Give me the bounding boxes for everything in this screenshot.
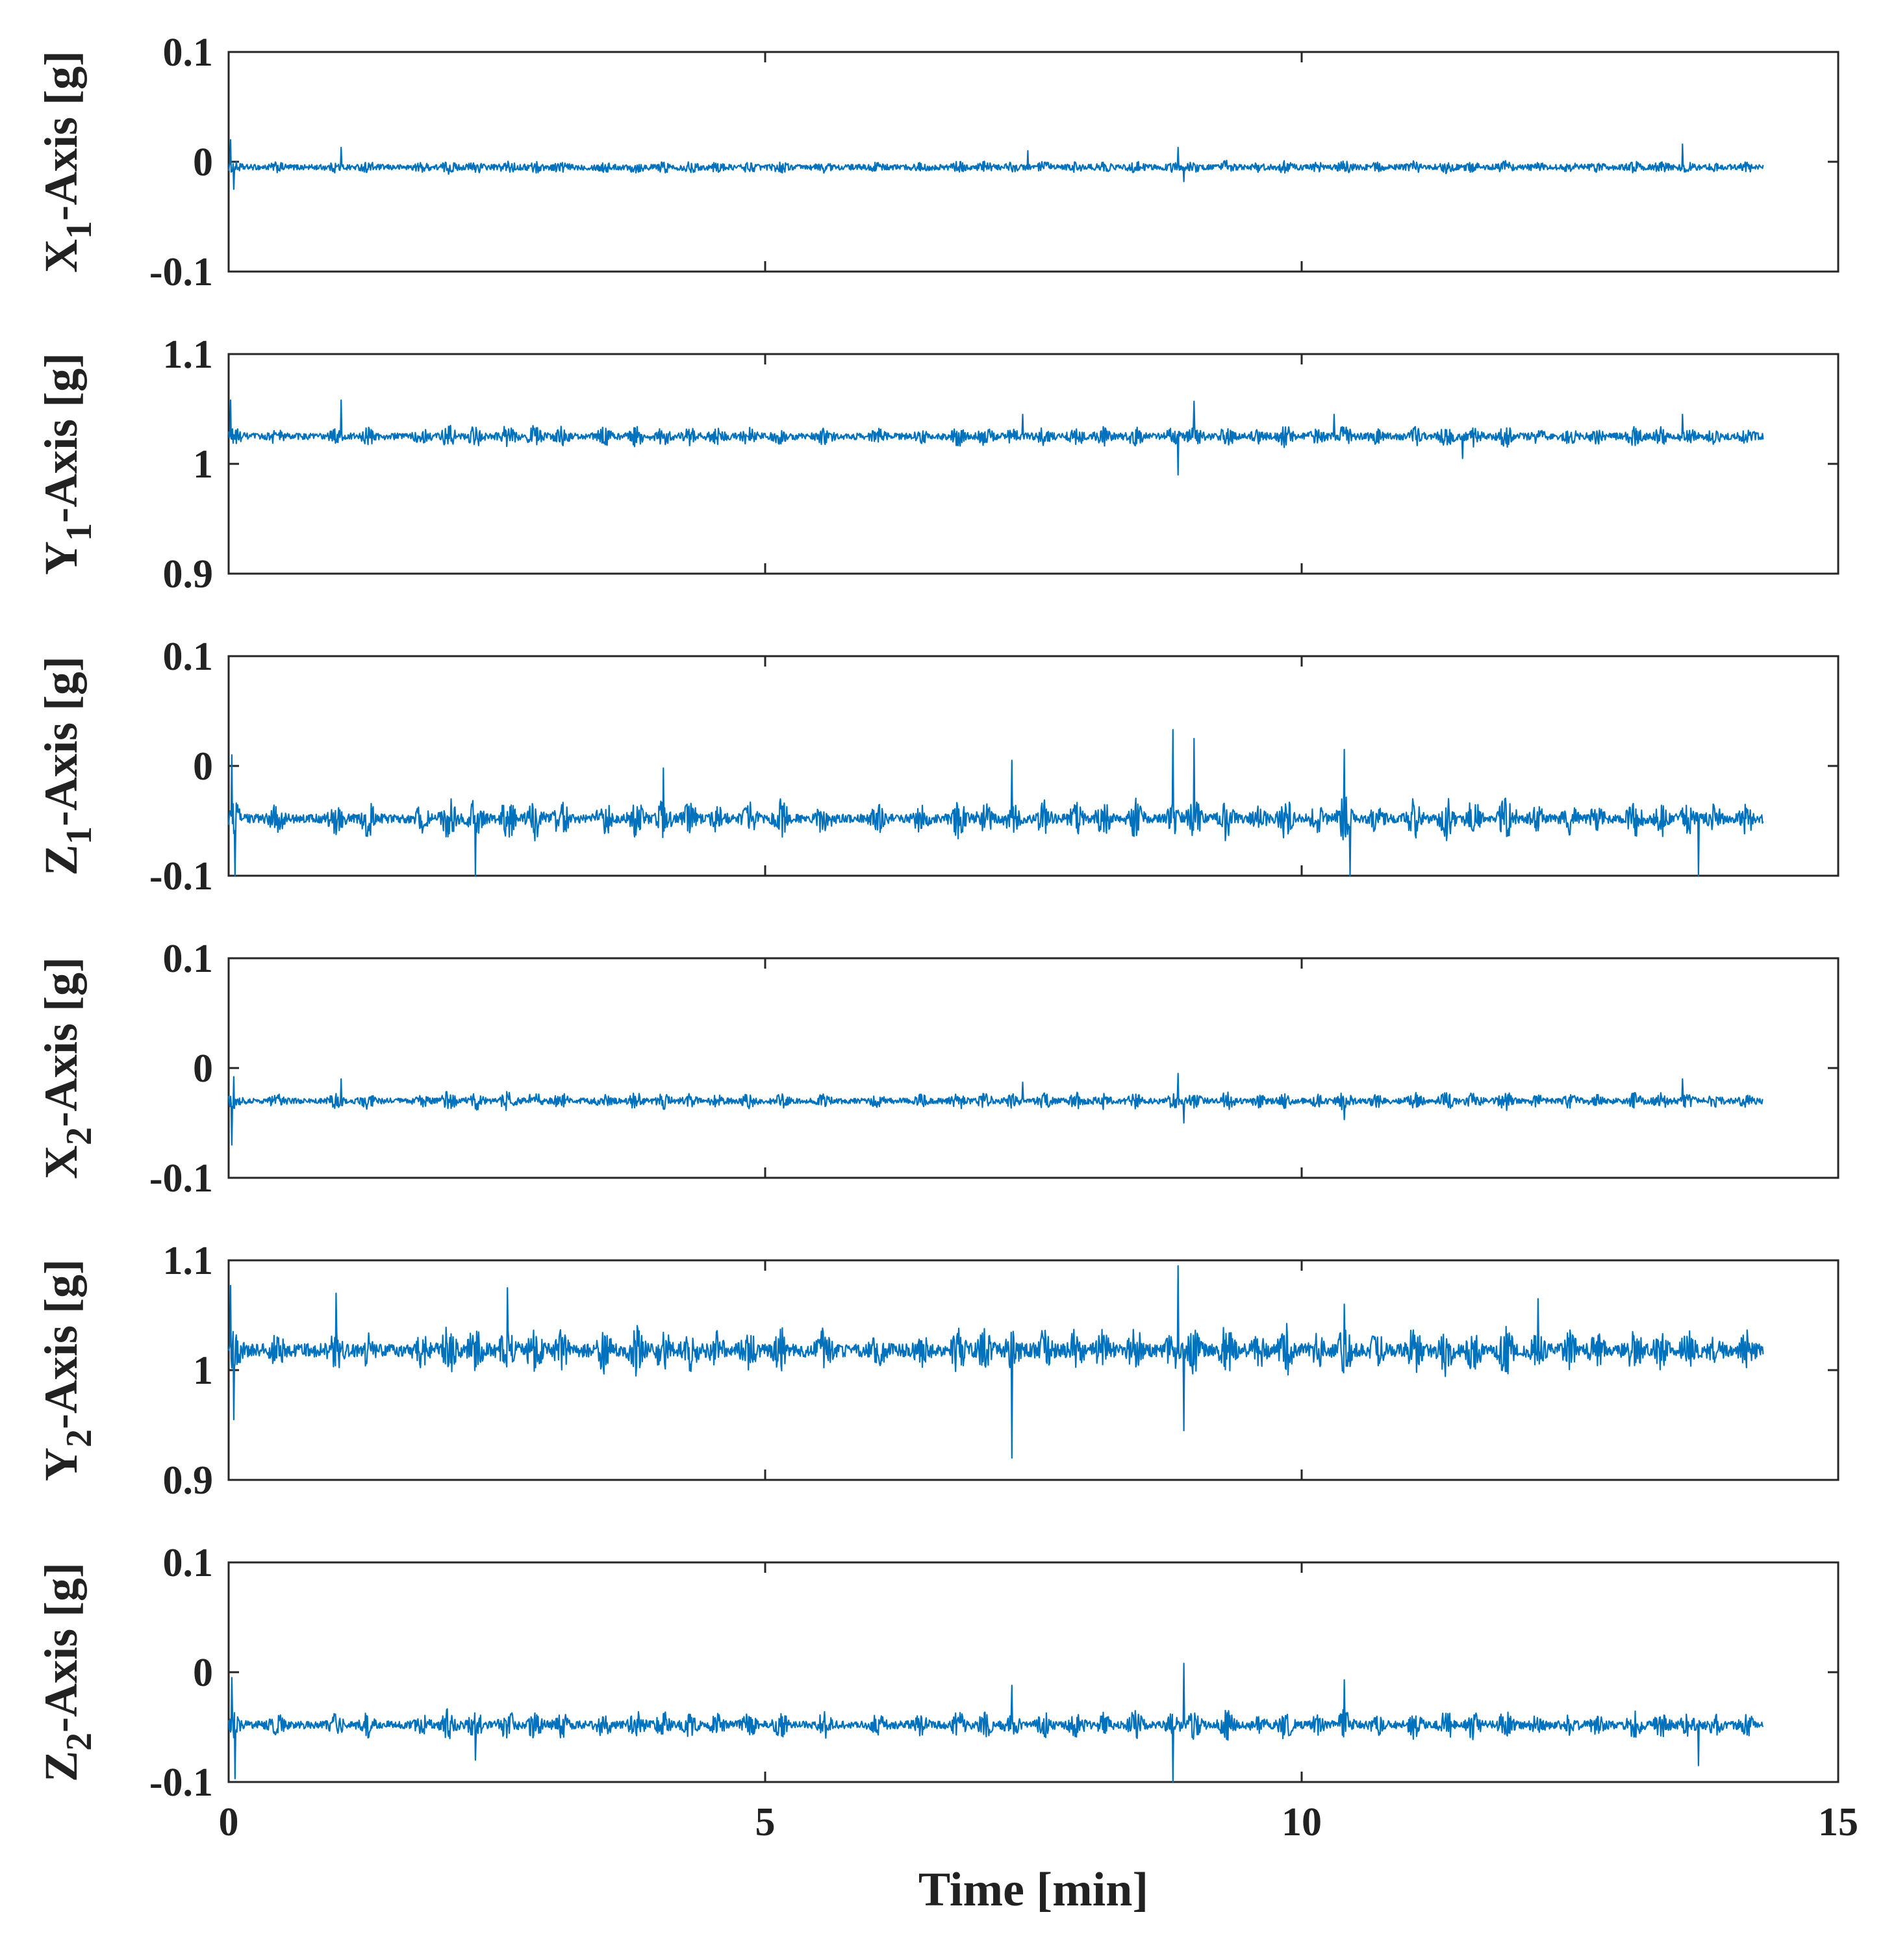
y-tick-label: 0.9: [163, 1458, 214, 1503]
y-axis-label: X1-Axis [g]: [35, 51, 99, 273]
y-axis-label-subscript: 2: [59, 1127, 99, 1145]
subplot-x2-axis: -0.1 0 0.1 X2-Axis [g]: [35, 937, 1839, 1201]
subplot-z2-axis: -0.1 0 0.1 Z2-Axis [g]: [35, 1541, 1839, 1805]
y-tick-label: 0.1: [163, 937, 214, 981]
y-axis-label: Z1-Axis [g]: [35, 656, 99, 876]
y-axis-label-subscript: 1: [59, 221, 99, 239]
x-tick-label: 5: [755, 1800, 776, 1844]
y-tick-label: 1.1: [163, 333, 214, 377]
y-tick-label: -0.1: [149, 1156, 213, 1201]
signal-line: [227, 1662, 1764, 1783]
y-tick-label: -0.1: [149, 250, 213, 294]
y-tick-label: 0.1: [163, 31, 214, 75]
y-axis-label: Z2-Axis [g]: [35, 1562, 99, 1782]
y-axis-label-subscript: 2: [59, 1733, 99, 1751]
y-axis-label-subscript: 1: [59, 826, 99, 845]
y-tick-label: 0.9: [163, 552, 214, 596]
y-tick-label: 0: [193, 140, 213, 185]
y-axis-label-unit: -Axis [g]: [35, 51, 87, 221]
subplot-y1-axis: 0.911.1Y1-Axis [g]: [35, 333, 1839, 596]
y-tick-label: 1: [193, 442, 213, 487]
x-tick-label: 0: [219, 1800, 239, 1844]
signal-line: [227, 1265, 1764, 1459]
shared-x-axis: 0 5 10 15 Time [min]: [219, 1800, 1859, 1916]
y-axis-label-main: Y: [35, 1447, 87, 1481]
y-axis-label-unit: -Axis [g]: [35, 1562, 87, 1733]
y-axis-label-main: Z: [35, 845, 87, 876]
y-axis-label-unit: -Axis [g]: [35, 1259, 87, 1429]
y-axis-label-main: Y: [35, 541, 87, 575]
y-tick-label: -0.1: [149, 854, 213, 898]
y-tick-label: 1.1: [163, 1239, 214, 1283]
y-axis-label-unit: -Axis [g]: [35, 353, 87, 523]
x-axis-label: Time [min]: [918, 1863, 1148, 1916]
y-tick-label: -0.1: [149, 1761, 213, 1805]
y-tick-label: 0.1: [163, 1541, 214, 1585]
y-axis-label-main: X: [35, 1145, 87, 1179]
y-axis-label-main: Z: [35, 1751, 87, 1782]
x-tick-label: 10: [1282, 1800, 1322, 1844]
y-tick-label: 0: [193, 1651, 213, 1695]
signal-line: [227, 399, 1764, 476]
subplot-y2-axis: 0.9 1 1.1 Y2-Axis [g]: [35, 1239, 1839, 1503]
subplot-x1-axis: -0.1 0 0.1 X1-Axis [g]: [35, 31, 1839, 294]
y-axis-label-unit: -Axis [g]: [35, 656, 87, 826]
y-tick-label: 0.1: [163, 635, 214, 679]
y-axis-label-subscript: 1: [59, 523, 99, 541]
y-axis-label-main: X: [35, 239, 87, 273]
y-tick-label: 1: [193, 1349, 213, 1393]
subplot-z1-axis: -0.1 0 0.1 Z1-Axis [g]: [35, 635, 1839, 898]
y-axis-label: X2-Axis [g]: [35, 957, 99, 1179]
y-axis-label: Y1-Axis [g]: [35, 353, 99, 575]
y-tick-label: 0: [193, 745, 213, 789]
signal-line: [227, 139, 1764, 190]
y-axis-label-subscript: 2: [59, 1429, 99, 1447]
y-axis-label-unit: -Axis [g]: [35, 957, 87, 1127]
y-tick-label: 0: [193, 1047, 213, 1091]
signal-line: [227, 729, 1764, 877]
signal-line: [227, 1073, 1763, 1146]
subplot-stack: -0.100.1X1-Axis [g]0.911.1Y1-Axis [g]-0.…: [35, 31, 1839, 1805]
y-axis-label: Y2-Axis [g]: [35, 1259, 99, 1481]
x-tick-label: 15: [1818, 1800, 1858, 1844]
